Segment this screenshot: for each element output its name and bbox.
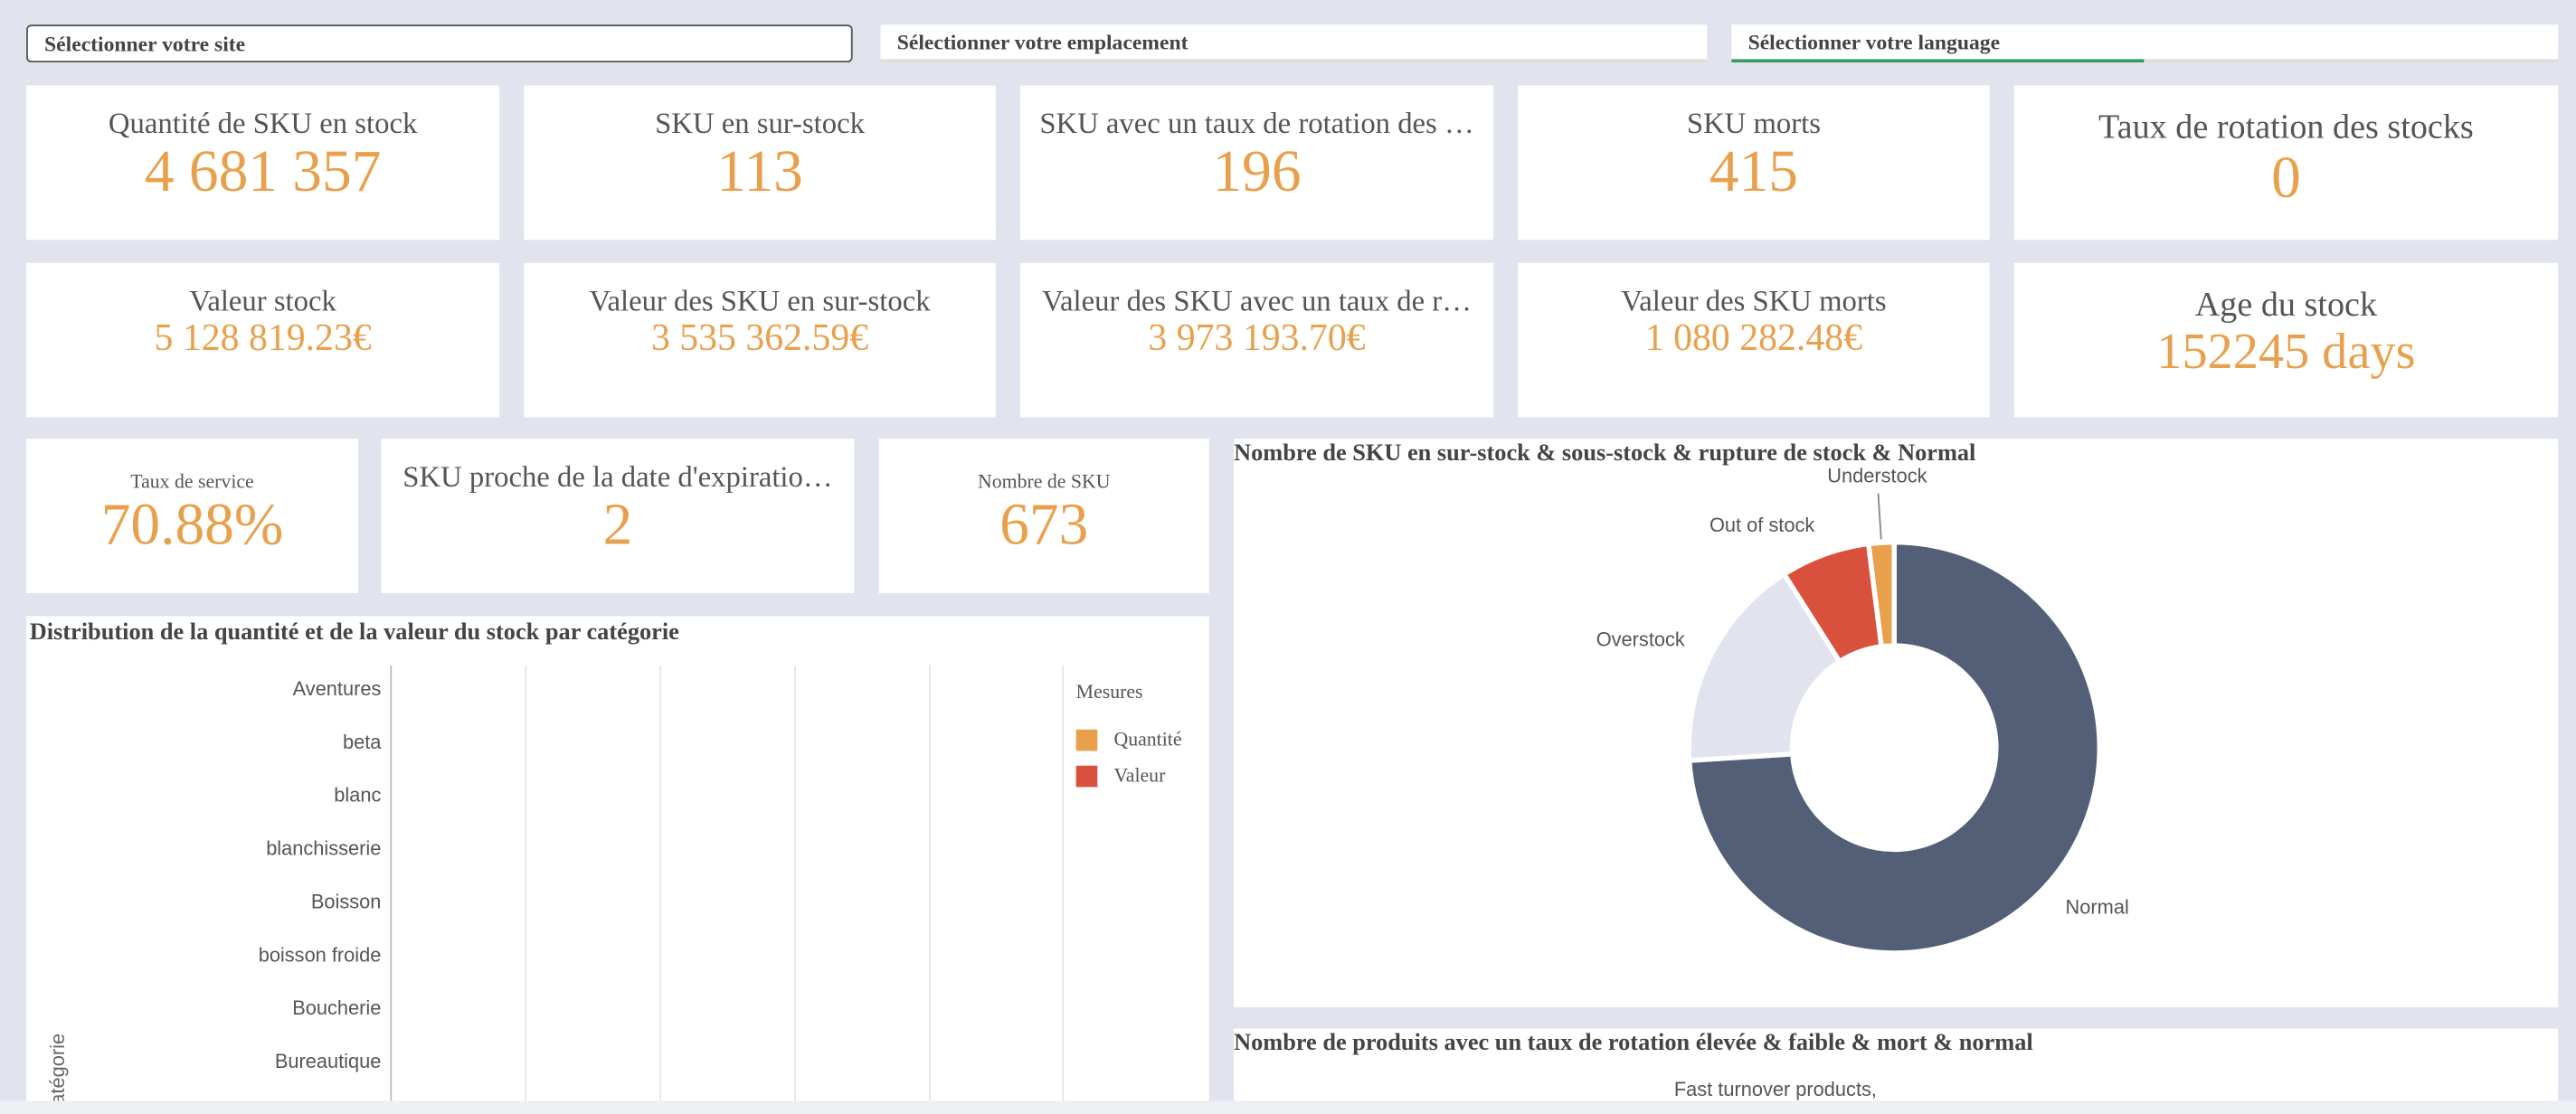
kpi-value: 196 [1212, 137, 1302, 204]
slice-label: Normal [2066, 895, 2129, 918]
kpi-label: SKU en sur-stock [655, 107, 865, 140]
kpi-label: Valeur des SKU en sur-stock [589, 284, 931, 317]
kpi-value: 5 128 819.23€ [154, 316, 372, 359]
kpi-value: 2 [602, 491, 633, 558]
donut-slice [1686, 539, 2102, 956]
kpi-label: Age du stock [2194, 284, 2378, 324]
legend-swatch [1075, 729, 1098, 751]
kpi-value: 415 [1709, 137, 1798, 204]
category-label: blanchisserie [266, 837, 381, 860]
donut-chart: Normal Overstock Out of stock Understock [1596, 464, 2129, 956]
legend-title: Mesures [1076, 681, 1143, 703]
kpi-card: Age du stock 152245 days [2013, 262, 2559, 418]
slice-label: Fast turnover products, [1673, 1078, 1877, 1101]
kpi-value: 113 [716, 137, 803, 204]
kpi-label: Valeur des SKU morts [1621, 284, 1887, 317]
bar-chart: Aventures beta blanc blanchisserie Boisson bo… [46, 665, 1182, 1101]
kpi-card: Nombre de SKU 673 [878, 439, 1209, 593]
category-label: Aventures [293, 677, 382, 700]
slice-label: Out of stock [1709, 514, 1814, 536]
category-label: Bureautique [275, 1050, 382, 1072]
category-label: blanc [334, 784, 381, 807]
kpi-label: SKU avec un taux de rotation des … [1039, 107, 1474, 140]
kpi-card: SKU avec un taux de rotation des … 196 [1019, 85, 1494, 241]
kpi-label: SKU morts [1686, 107, 1821, 140]
kpi-label: Valeur stock [189, 284, 336, 317]
kpi-value: 673 [999, 491, 1089, 558]
slice-label: Understock [1827, 464, 1927, 486]
kpi-label: Valeur des SKU avec un taux de r… [1042, 284, 1472, 317]
kpi-card: SKU morts 415 [1518, 85, 1990, 241]
site-filter[interactable]: Sélectionner votre site [26, 24, 853, 63]
kpi-value: 0 [2271, 144, 2301, 211]
footer-strip [0, 1100, 2576, 1114]
legend-swatch [1075, 765, 1098, 788]
kpi-card: Valeur des SKU avec un taux de r… 3 973 1… [1019, 262, 1494, 418]
kpi-value: 3 535 362.59€ [650, 316, 869, 359]
category-label: beta [343, 731, 382, 753]
panel-title: Distribution de la quantité et de la val… [29, 619, 679, 647]
legend-label: Valeur [1113, 764, 1166, 786]
category-label: Boucherie [292, 996, 381, 1019]
category-label: Boisson [311, 890, 382, 912]
kpi-card: Valeur des SKU morts 1 080 282.48€ [1518, 262, 1990, 418]
panel-title: Nombre de produits avec un taux de rotat… [1234, 1030, 2033, 1057]
kpi-label: Taux de rotation des stocks [2098, 107, 2474, 146]
slice-label: Overstock [1596, 628, 1685, 651]
kpi-card: SKU en sur-stock 113 [524, 85, 996, 241]
bar-panel: Distribution de la quantité et de la val… [26, 616, 1209, 1101]
language-filter[interactable]: Sélectionner votre language [1731, 24, 2559, 63]
kpi-label: SKU proche de la date d'expiratio… [402, 459, 833, 494]
kpi-card: Valeur des SKU en sur-stock 3 535 362.59€ [524, 262, 996, 418]
kpi-value: 3 973 193.70€ [1148, 316, 1366, 359]
kpi-value: 70.88% [100, 491, 284, 558]
donut-slice [1865, 539, 1897, 650]
kpi-value: 152245 days [2156, 322, 2416, 380]
kpi-label: Quantité de SKU en stock [108, 107, 418, 140]
kpi-card: Taux de service 70.88% [26, 439, 358, 593]
category-label: boisson froide [259, 943, 382, 966]
donut-panel: Nombre de SKU en sur-stock & sous-stock … [1234, 439, 2559, 1007]
leader-line [1877, 493, 1882, 540]
progress [1731, 59, 2145, 63]
kpi-card: Quantité de SKU en stock 4 681 357 [26, 85, 500, 241]
kpi-card: Valeur stock 5 128 819.23€ [26, 262, 500, 418]
kpi-value: 1 080 282.48€ [1644, 316, 1863, 359]
kpi-card: SKU proche de la date d'expiratio… 2 [381, 439, 855, 593]
turnover-panel: Nombre de produits avec un taux de rotat… [1234, 1028, 2559, 1114]
donut-slice [1686, 571, 1843, 763]
kpi-value: 4 681 357 [144, 137, 382, 204]
location-filter[interactable]: Sélectionner votre emplacement [880, 24, 1708, 63]
panel-title: Nombre de SKU en sur-stock & sous-stock … [1234, 439, 1976, 467]
axis-label: Catégorie [46, 1034, 69, 1101]
filter-label: Sélectionner votre language [1747, 29, 2001, 54]
legend-label: Quantité [1113, 729, 1181, 751]
kpi-card: Taux de rotation des stocks 0 [2013, 85, 2559, 241]
